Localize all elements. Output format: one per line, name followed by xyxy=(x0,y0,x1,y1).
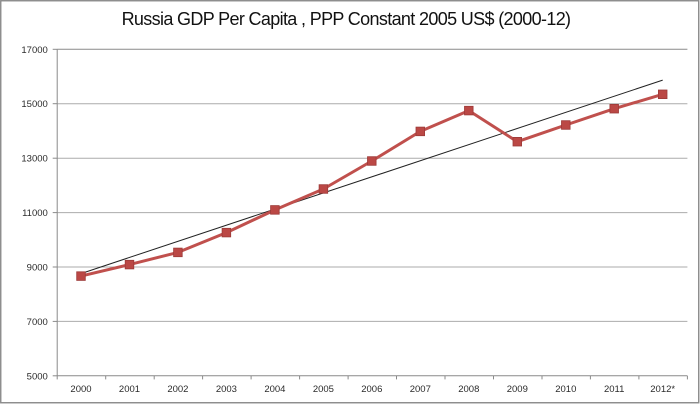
svg-text:Russia GDP Per Capita , PPP Co: Russia GDP Per Capita , PPP Constant 200… xyxy=(122,9,571,29)
svg-text:13000: 13000 xyxy=(21,154,47,165)
svg-text:2007: 2007 xyxy=(410,384,431,395)
svg-text:2010: 2010 xyxy=(555,384,576,395)
svg-text:2003: 2003 xyxy=(216,384,237,395)
svg-text:2005: 2005 xyxy=(313,384,334,395)
svg-text:5000: 5000 xyxy=(27,371,48,382)
svg-text:2002: 2002 xyxy=(167,384,188,395)
svg-text:2012*: 2012* xyxy=(650,384,675,395)
svg-text:2000: 2000 xyxy=(70,384,91,395)
svg-text:7000: 7000 xyxy=(27,317,48,328)
svg-text:17000: 17000 xyxy=(21,45,47,56)
svg-text:9000: 9000 xyxy=(27,263,48,274)
svg-text:11000: 11000 xyxy=(22,208,48,219)
svg-text:2006: 2006 xyxy=(361,384,382,395)
svg-text:2009: 2009 xyxy=(507,384,528,395)
svg-text:2004: 2004 xyxy=(264,384,285,395)
svg-text:2008: 2008 xyxy=(458,384,479,395)
svg-text:2001: 2001 xyxy=(119,384,140,395)
svg-text:15000: 15000 xyxy=(21,99,47,110)
svg-text:2011: 2011 xyxy=(604,384,624,395)
